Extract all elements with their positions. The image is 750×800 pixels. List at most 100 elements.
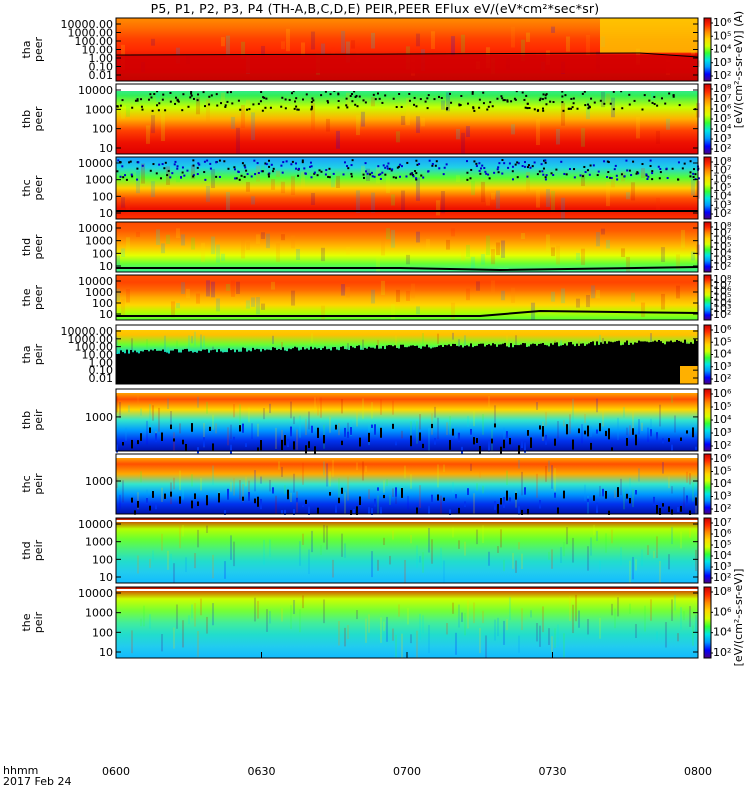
y-tick-label: 10000.00 — [61, 325, 114, 338]
y-tick-label: 100 — [92, 247, 113, 260]
colorbar-tick-label: 10³ — [713, 253, 731, 266]
colorbar-tick-label: 10³ — [713, 132, 731, 145]
y-tick-label: 0.10 — [89, 61, 114, 74]
spectrogram-thc-peer — [116, 157, 698, 219]
colorbar-unit-label-bottom: [eV/(cm²-s-sr-eV)] — [732, 569, 745, 667]
x-tick-label: 0800 — [684, 765, 712, 778]
colorbar-tick-label: 10⁵ — [713, 240, 731, 253]
colorbar-tick-label: 10⁶ — [713, 452, 732, 465]
colorbar-tick-label: 10⁴ — [713, 549, 732, 562]
spectrogram-texture — [116, 228, 700, 272]
colorbar-tick-label: 10³ — [713, 560, 731, 573]
y-tick-label: 10 — [99, 646, 113, 659]
colorbar-tick-label: 10⁴ — [713, 626, 732, 639]
colorbar-tick-label: 10⁸ — [713, 273, 732, 286]
spectrogram-texture — [131, 594, 697, 658]
x-tick-label: 0630 — [248, 765, 276, 778]
y-tick-label: 1000 — [85, 174, 113, 187]
y-tick-label: 1000 — [85, 411, 113, 424]
colorbar-tick-label: 10² — [713, 207, 731, 220]
colorbar-tick-label: 10⁴ — [713, 348, 732, 361]
panel-ylabel: thdpeer — [20, 234, 45, 260]
colorbar-tick-label: 10³ — [713, 360, 731, 373]
y-tick-label: 100.00 — [75, 35, 114, 48]
y-tick-label: 1.00 — [89, 52, 114, 65]
spectrogram-the-peir — [116, 587, 698, 658]
y-tick-label: 1000.00 — [68, 27, 114, 40]
time-axis: 0600 0630 0700 0730 0800 — [102, 652, 712, 778]
colorbar-tick-label: 10⁷ — [713, 516, 731, 529]
colorbar-tick-label: 10⁵ — [713, 465, 731, 478]
y-tick-label: 10 — [99, 260, 113, 273]
panel-frame — [115, 453, 699, 515]
colorbar-tick-label: 10² — [713, 142, 731, 155]
y-tick-label: 10 — [99, 571, 113, 584]
colorbar-tick-label: 10⁷ — [713, 92, 731, 105]
colorbar-tick-label: 10⁴ — [713, 413, 732, 426]
colorbar-tick-label: 10⁵ — [713, 335, 731, 348]
panel-thb-peer: 10000 1000 100 10 thbpeer 10⁸10⁷10⁶10⁵10⁴10³1… — [20, 82, 732, 155]
spectrogram-texture — [116, 280, 700, 320]
colorbar-tick-label: 10⁴ — [713, 477, 732, 490]
y-tick-label: 10000 — [78, 587, 113, 600]
y-tick-label: 100.00 — [75, 341, 114, 354]
colorbar-tick-label: 10⁵ — [713, 112, 731, 125]
y-tick-label: 1000 — [85, 235, 113, 248]
y-tick-label: 1000 — [85, 536, 113, 549]
y-tick-label: 1000 — [85, 475, 113, 488]
y-tick-label: 1000 — [85, 607, 113, 620]
colorbar-tick-label: 10⁴ — [713, 247, 732, 260]
colorbar-tick-label: 10² — [713, 372, 731, 385]
y-tick-label: 10000 — [78, 84, 113, 97]
y-tick-label: 100 — [92, 190, 113, 203]
spectrogram-texture — [121, 163, 700, 219]
spectrogram-thd-peir — [116, 518, 698, 583]
y-tick-label: 10000.00 — [61, 18, 114, 31]
colorbar-tick-label: 10⁷ — [713, 164, 731, 177]
panel-ylabel: thapeer — [20, 37, 45, 63]
y-tick-label: 1.00 — [89, 356, 114, 369]
colorbar-tick-label: 10⁶ — [713, 233, 732, 246]
colorbar-tick-label: 10⁶ — [713, 605, 732, 618]
colorbar-tick-label: 10³ — [713, 490, 731, 503]
page-title: P5, P1, P2, P3, P4 (TH-A,B,C,D,E) PEIR,P… — [150, 1, 600, 16]
colorbar-tick-label: 10⁶ — [713, 323, 732, 336]
colorbar-tick-label: 10⁷ — [713, 227, 731, 240]
panel-ylabel: thapeir — [20, 343, 45, 365]
colorbar-tick-label: 10³ — [713, 302, 731, 315]
y-tick-label: 10000 — [78, 222, 113, 235]
panel-ylabel: thepeer — [20, 285, 45, 311]
colorbar-tick-label: 10² — [713, 571, 731, 584]
colorbar-tick-label: 10³ — [713, 56, 731, 69]
spectrogram-thb-peir — [116, 389, 698, 451]
panel-frame — [115, 274, 699, 321]
colorbar-tick-label: 10⁵ — [713, 29, 731, 42]
colorbar-the-peir: 10⁸ 10⁶ 10⁴ 10² — [703, 585, 732, 659]
y-tick-label: 0.01 — [89, 372, 114, 385]
colorbar-tick-label: 10⁶ — [713, 16, 732, 29]
colorbar-tick-label: 10⁸ — [713, 585, 732, 598]
y-tick-label: 1000 — [85, 103, 113, 116]
colorbar-tick-label: 10³ — [713, 426, 731, 439]
colorbar-unit-label-top: [eV/(cm²-s-sr-eV)] (A) — [732, 11, 745, 128]
y-tick-label: 100 — [92, 297, 113, 310]
y-tick-label: 10 — [99, 308, 113, 321]
y-tick-label: 10 — [99, 207, 113, 220]
y-tick-label: 10000 — [78, 157, 113, 170]
colorbar-tick-label: 10⁵ — [713, 538, 731, 551]
colorbar-tick-label: 10⁵ — [713, 291, 731, 304]
colorbar-tick-label: 10⁶ — [713, 527, 732, 540]
spectrogram-thb-peer — [116, 84, 698, 154]
colorbar-tick-label: 10² — [713, 69, 731, 82]
y-tick-label: 10000 — [78, 518, 113, 531]
